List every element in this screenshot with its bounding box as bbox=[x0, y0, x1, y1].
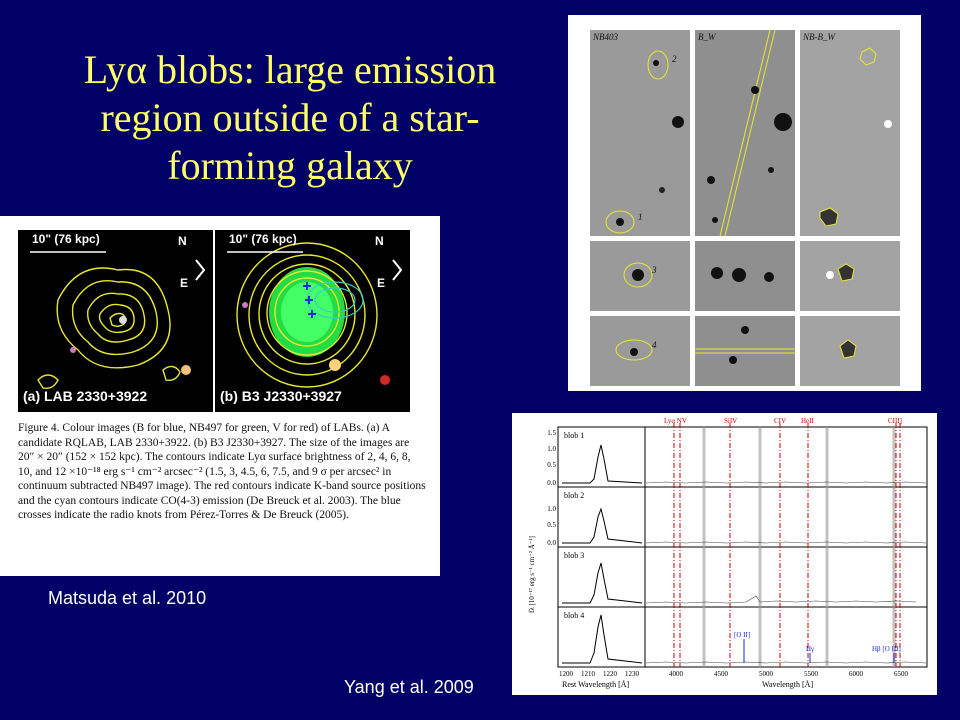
marker-4: 4 bbox=[652, 340, 657, 350]
spectra-figure: blob 1 blob 2 blob 3 blob 4 Lyα NV SiIV … bbox=[512, 413, 937, 695]
xtick-r-4: 5500 bbox=[804, 670, 819, 678]
image-bw-blob4 bbox=[695, 316, 795, 386]
marker-2: 2 bbox=[672, 54, 677, 64]
image-bw-large: B_W bbox=[695, 30, 795, 236]
image-bw-blob3 bbox=[695, 241, 795, 311]
image-nb403-large: NB403 2 1 bbox=[590, 30, 690, 236]
xtick-r-2: 4500 bbox=[714, 670, 729, 678]
xtick-l-2: 1210 bbox=[581, 670, 596, 678]
panel-a-contours bbox=[30, 251, 206, 390]
narrowband-images-figure: NB403 2 1 B_W NB-B_W 3 4 bbox=[568, 15, 921, 391]
image-nb-minus-bw-blob4 bbox=[800, 316, 900, 386]
ytick-5: 1.0 bbox=[547, 505, 556, 513]
line-label-civ: CIV bbox=[774, 417, 786, 425]
line-label-hgamma: Hγ bbox=[806, 645, 814, 653]
image-nb403-blob4: 4 bbox=[590, 316, 690, 386]
line-label-oii: [O II] bbox=[734, 631, 750, 639]
panel-a-east: E bbox=[180, 276, 189, 290]
line-label-lya-nv: Lyα NV bbox=[664, 417, 687, 425]
panel-a-image: 10" (76 kpc) N E (a) LAB 2330+3922 bbox=[18, 230, 213, 412]
xlabel-wavelength: Wavelength [Å] bbox=[762, 680, 813, 689]
image-nb-minus-bw-large: NB-B_W bbox=[800, 30, 900, 236]
title-line-3: forming galaxy bbox=[167, 143, 413, 188]
blob-1-label: blob 1 bbox=[564, 431, 584, 440]
line-label-heii: HeII bbox=[801, 417, 814, 425]
panel-a-label: (a) LAB 2330+3922 bbox=[23, 388, 148, 404]
ytick-1: 1.5 bbox=[547, 429, 556, 437]
title-line-1: Lyα blobs: large emission bbox=[83, 47, 497, 92]
panel-b-scale: 10" (76 kpc) bbox=[229, 232, 297, 246]
credit-matsuda: Matsuda et al. 2010 bbox=[48, 588, 207, 608]
panel-b-north: N bbox=[375, 234, 384, 248]
matsuda-figure: 10" (76 kpc) N E (a) LAB 2330+3922 bbox=[0, 216, 440, 576]
ylabel-flux: fλ [10⁻¹⁷ erg s⁻¹ cm⁻² Å⁻¹] bbox=[528, 536, 536, 613]
label-bw: B_W bbox=[698, 32, 716, 42]
line-label-hbeta-oiii: Hβ [O III] bbox=[872, 645, 901, 653]
line-label-ciii: CIII] bbox=[888, 417, 902, 425]
panel-b-image: 10" (76 kpc) N E (b) B3 J2330+3927 bbox=[215, 230, 410, 412]
xtick-l-4: 1230 bbox=[625, 670, 640, 678]
figure-caption: Figure 4. Colour images (B for blue, NB4… bbox=[18, 422, 426, 521]
ytick-6: 0.5 bbox=[547, 521, 556, 529]
panel-b-east: E bbox=[377, 276, 386, 290]
xtick-l-1: 1200 bbox=[559, 670, 574, 678]
image-nb403-blob3: 3 bbox=[590, 241, 690, 311]
image-nb-minus-bw-blob3 bbox=[800, 241, 900, 311]
xtick-r-5: 6000 bbox=[849, 670, 864, 678]
slide-title: Lyα blobs: large emission region outside… bbox=[30, 46, 550, 190]
blob-2-label: blob 2 bbox=[564, 491, 584, 500]
ytick-7: 0.0 bbox=[547, 539, 556, 547]
label-nb-minus-bw: NB-B_W bbox=[803, 32, 835, 42]
ytick-2: 1.0 bbox=[547, 445, 556, 453]
line-label-siiv: SiIV bbox=[724, 417, 737, 425]
ytick-3: 0.5 bbox=[547, 461, 556, 469]
panel-b-label: (b) B3 J2330+3927 bbox=[220, 388, 342, 404]
label-nb403: NB403 bbox=[593, 32, 619, 42]
marker-1: 1 bbox=[638, 212, 643, 222]
marker-3: 3 bbox=[652, 265, 657, 275]
panel-b-contours bbox=[227, 242, 403, 388]
xtick-r-6: 6500 bbox=[894, 670, 909, 678]
blob-3-label: blob 3 bbox=[564, 551, 584, 560]
panel-a-scale: 10" (76 kpc) bbox=[32, 232, 100, 246]
spectra-plot: blob 1 blob 2 blob 3 blob 4 Lyα NV SiIV … bbox=[528, 417, 928, 689]
xlabel-rest-wavelength: Rest Wavelength [Å] bbox=[562, 680, 630, 689]
panel-a-north: N bbox=[178, 234, 187, 248]
title-line-2: region outside of a star- bbox=[100, 95, 480, 140]
blob-4-label: blob 4 bbox=[564, 611, 584, 620]
xtick-l-3: 1220 bbox=[603, 670, 618, 678]
ytick-4: 0.0 bbox=[547, 479, 556, 487]
credit-yang: Yang et al. 2009 bbox=[344, 677, 474, 697]
xtick-r-1: 4000 bbox=[669, 670, 684, 678]
xtick-r-3: 5000 bbox=[759, 670, 774, 678]
